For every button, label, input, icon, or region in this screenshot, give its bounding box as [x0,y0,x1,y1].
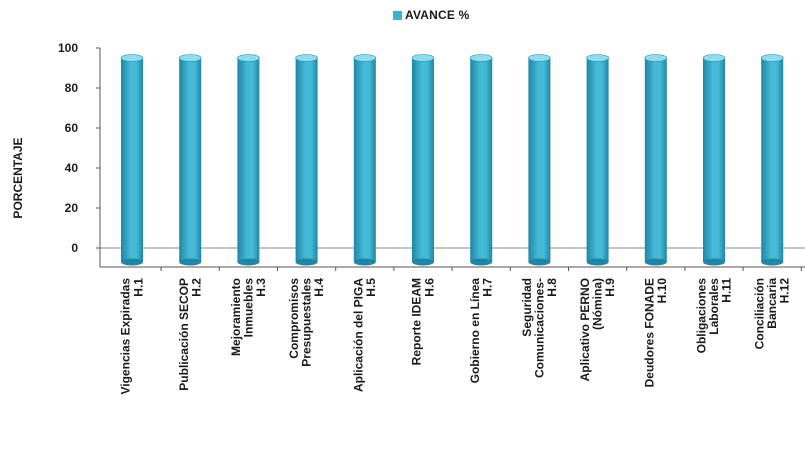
bar-base [528,258,551,266]
x-tick-label-line: Gobierno en Línea [468,278,482,384]
x-tick-label-line: H.10 [655,278,669,304]
x-tick-label: ConciliaciónBancariaH.12 [753,278,792,350]
x-tick-label-line: H.1 [131,278,145,297]
x-tick-label-line: H.4 [312,278,326,297]
bar-top [120,54,144,62]
x-tick-label-line: Reporte IDEAM [410,278,424,365]
x-tick-label: Reporte IDEAMH.6 [410,278,437,366]
bar-top [644,54,668,62]
bar [179,58,202,262]
bar-base [121,258,143,266]
x-tick-label: Deudores FONADEH.10 [643,278,670,388]
y-tick-label: 0 [71,241,78,255]
bar [353,58,376,262]
y-tick-label: 100 [58,41,78,55]
x-tick-label: SeguridadComunicaciones-H.8 [520,278,559,378]
y-tick-label: 60 [65,121,79,135]
x-tick-label: Publicación SECOPH.2 [177,278,204,391]
x-tick-label-line: Vigencias Expiradas [119,278,133,395]
bar [586,58,609,262]
bar [644,58,667,262]
bar [470,58,493,262]
bar-top [353,54,377,62]
x-tick-label-line: Mejoramiento [229,278,243,356]
x-tick-label-line: Inmuebles [241,278,255,338]
x-tick-label: Gobierno en LíneaH.7 [468,278,495,384]
bar-base [295,258,318,266]
x-tick-label-line: Aplicación del PIGA [352,278,366,392]
x-tick-label: ObligacionesLaboralesH.11 [695,278,734,354]
x-tick-label: Aplicativo PERNO(Nómina)H.9 [578,278,617,382]
x-tick-label: MejoramientoInmueblesH.3 [229,278,268,356]
bar-base [644,258,667,266]
x-tick-label-line: Comunicaciones- [532,278,546,378]
bar-base [470,258,493,266]
legend-swatch [393,10,402,20]
legend: AVANCE % [393,8,470,22]
bar [237,58,260,262]
bar [295,58,318,262]
bar-base [353,258,376,266]
y-tick-label: 80 [65,81,79,95]
x-tick-label-line: Presupuestales [300,278,314,367]
x-tick-label: Aplicación del PIGAH.5 [352,278,379,392]
y-tick-label: 40 [65,161,79,175]
x-tick-label-line: Seguridad [520,278,534,337]
x-tick-label-line: H.9 [603,278,617,297]
bar [761,58,784,262]
bar-base [412,258,434,266]
bar-top [411,54,435,62]
x-tick-label-line: Compromisos [287,278,301,359]
x-tick-label-line: H.5 [364,278,378,297]
y-axis-title: PORCENTAJE [11,137,25,218]
x-tick-label-line: Deudores FONADE [643,278,657,387]
y-tick-label: 20 [65,201,79,215]
x-tick-label-line: H.3 [254,278,268,297]
bar-top [586,54,609,62]
x-tick-label-line: Bancaria [765,278,779,329]
x-tick-label: Vigencias ExpiradasH.1 [119,278,146,395]
bar [121,58,143,262]
x-tick-label-line: H.7 [481,278,495,297]
bar-top [528,54,551,62]
bar-top [702,54,726,62]
bar-top [178,54,202,62]
x-tick-label: CompromisosPresupuestalesH.4 [287,278,326,367]
x-tick-label-line: H.11 [720,278,734,303]
bar-base [586,258,609,266]
bar [703,58,725,262]
x-tick-label-line: Aplicativo PERNO [578,278,592,381]
x-tick-label-line: Obligaciones [695,278,709,354]
bar-top [237,54,260,62]
bar-top [760,54,784,62]
x-tick-label-line: Conciliación [753,278,767,349]
bar-base [761,258,784,266]
x-tick-label-line: Publicación SECOP [177,278,191,391]
bar-top [295,54,318,62]
bar-top [469,54,493,62]
x-tick-label-line: (Nómina) [591,278,605,330]
legend-label: AVANCE % [405,8,470,22]
bar [412,58,434,262]
x-tick-label-line: H.2 [190,278,204,297]
x-tick-label-line: H.8 [545,278,559,297]
bar-base [237,258,260,266]
x-tick-label-line: Laborales [707,278,721,335]
x-tick-label-line: H.6 [422,278,436,297]
bar-base [179,258,202,266]
x-tick-label-line: H.12 [778,278,792,304]
bar-base [703,258,725,266]
plot-area: 0 20 40 60 80 100 Vigencias ExpiradasH.1 Public… [58,41,805,395]
bar [528,58,551,262]
